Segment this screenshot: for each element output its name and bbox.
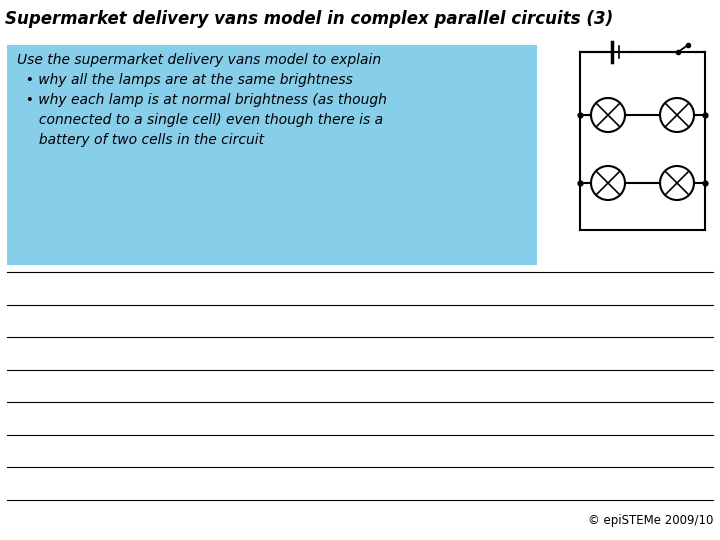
Text: Use the supermarket delivery vans model to explain
  • why all the lamps are at : Use the supermarket delivery vans model … [17, 53, 387, 147]
FancyBboxPatch shape [7, 45, 537, 265]
Text: Supermarket delivery vans model in complex parallel circuits (3): Supermarket delivery vans model in compl… [5, 10, 613, 28]
Text: © epiSTEMe 2009/10: © epiSTEMe 2009/10 [588, 514, 713, 527]
